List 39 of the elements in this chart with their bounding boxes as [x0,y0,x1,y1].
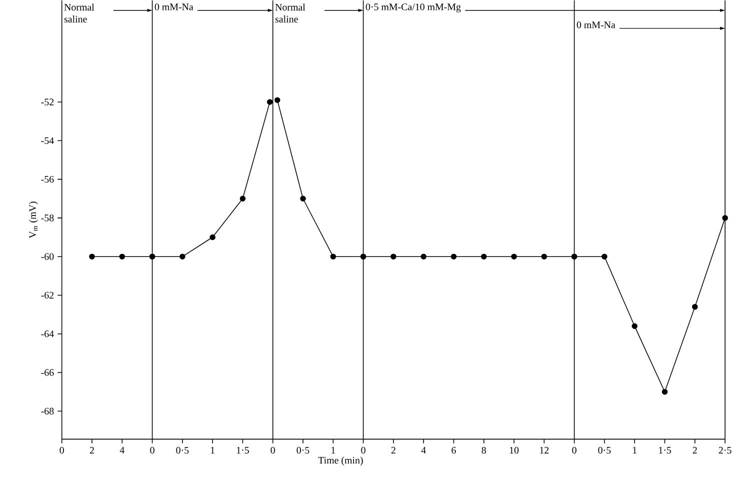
x-tick-label: 1 [210,446,214,454]
text: Normal saline [64,4,94,22]
x-tick-label: 4 [421,446,426,454]
x-tick-label: 0 [60,446,64,454]
x-tick-label: 1·5 [659,446,671,454]
x-tick-label: 2 [391,446,396,454]
x-tick-label: 2 [692,446,697,454]
x-tick-label: 2·5 [718,446,732,454]
y-tick-label: -62 [41,292,54,299]
y-tick-label: -66 [41,369,54,376]
x-tick-label: 12 [540,446,549,454]
x-tick-label: 0·5 [176,446,189,454]
y-tick-label: -68 [41,408,54,414]
x-tick-label: 0·5 [598,446,611,454]
y-tick-label: -58 [41,214,54,222]
x-tick-label: 8 [482,446,486,454]
y-axis-title: V$_{m}$ (mV) [28,202,38,238]
x-tick-label: 6 [452,446,456,454]
x-tick-label: 0·5 [296,446,310,454]
y-tick-label: -54 [41,137,54,144]
x-tick-label: 0 [150,446,154,454]
x-tick-label: 2 [90,446,94,454]
y-tick-label: -56 [41,176,54,183]
chart-title: 0 mM-Na [154,4,194,10]
text: Normal saline [275,4,306,22]
y-tick-label: -64 [41,330,54,338]
x-tick-label: 4 [120,446,124,454]
y-tick-label: -52 [41,98,54,106]
x-tick-label: 10 [510,446,519,454]
y-tick-label: -60 [41,253,54,260]
x-tick-label: 0 [361,446,366,454]
x-tick-label: 1 [632,446,636,454]
x-tick-label: 0 [572,446,576,454]
x-tick-label: 1 [332,446,336,454]
text: 0 mM-Na [576,22,616,28]
chart-title: 0·5 mM-Ca/10 mM-Mg [366,4,461,12]
x-axis-title: Time (min) [318,456,363,466]
x-tick-label: 1·5 [236,446,249,454]
x-tick-label: 0 [270,446,275,454]
